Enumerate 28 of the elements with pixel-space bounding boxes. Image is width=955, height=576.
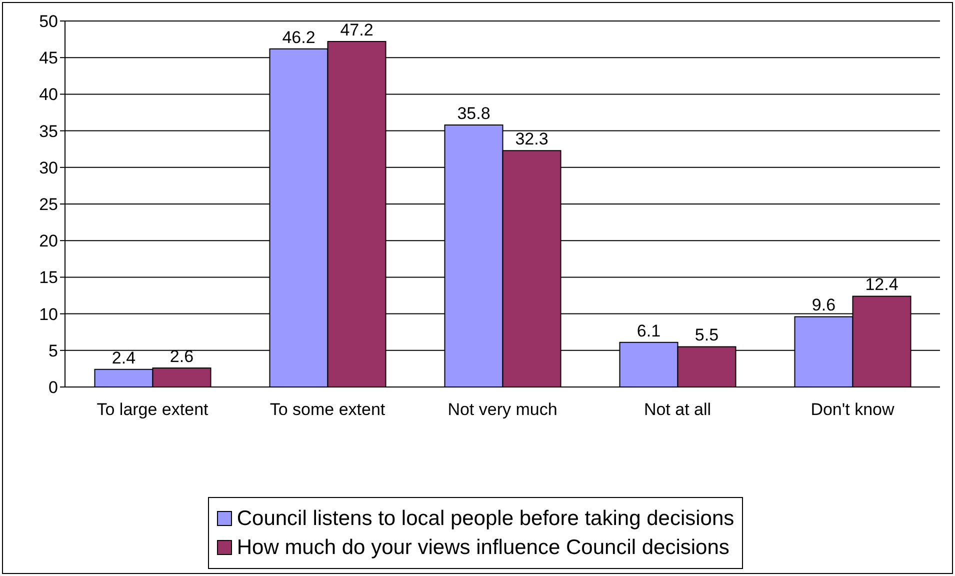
y-tick-label: 5 — [48, 341, 58, 360]
legend-label: Council listens to local people before taking decisions — [236, 506, 734, 532]
data-label: 32.3 — [515, 130, 548, 149]
data-label: 46.2 — [282, 28, 316, 47]
data-label: 9.6 — [812, 296, 836, 315]
x-tick-label: Don't know — [810, 400, 895, 420]
x-tick-label: To some extent — [270, 400, 386, 420]
y-tick-label: 30 — [39, 158, 58, 178]
legend-label: How much do your views influence Council decisions — [236, 535, 730, 561]
y-tick-label: 40 — [39, 85, 58, 104]
y-tick-label: 35 — [39, 122, 58, 141]
y-tick-label: 45 — [39, 48, 58, 68]
y-tick-label: 10 — [39, 304, 58, 324]
y-tick-label: 25 — [39, 195, 58, 214]
x-tick-label: Not very much — [448, 400, 558, 420]
x-tick-label: Not at all — [644, 400, 712, 420]
data-label: 2.6 — [170, 346, 194, 366]
y-tick-label: 50 — [39, 12, 58, 32]
data-label: 35.8 — [457, 104, 490, 123]
data-label: 5.5 — [694, 326, 719, 345]
data-label: 2.4 — [112, 348, 136, 368]
data-label: 47.2 — [340, 20, 374, 40]
data-label: 12.4 — [865, 275, 898, 294]
y-tick-label: 0 — [48, 378, 58, 398]
x-tick-label: To large extent — [96, 400, 209, 420]
y-tick-label: 15 — [39, 268, 58, 288]
y-tick-label: 20 — [39, 232, 58, 251]
data-label: 6.1 — [636, 321, 661, 340]
